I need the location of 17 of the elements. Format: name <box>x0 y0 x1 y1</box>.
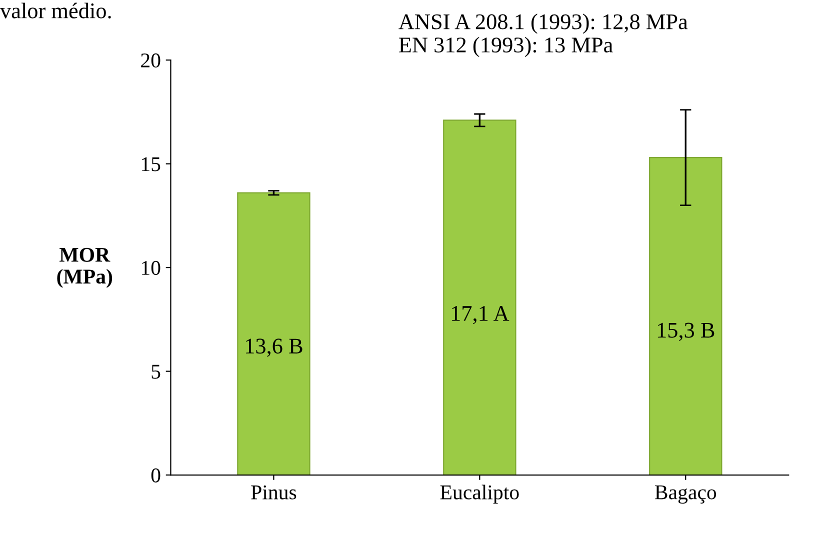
text: valor médio. <box>0 2 111 18</box>
bar <box>237 192 310 476</box>
bar <box>649 157 722 476</box>
y-tick-label: 15 <box>142 157 160 172</box>
data-label: 15,3 B <box>658 322 714 341</box>
y-tick-label: 20 <box>141 53 160 68</box>
x-tick-label: Eucalipto <box>440 484 519 504</box>
data-label: 17,1 A <box>452 306 510 324</box>
text: ANSI A 208.1 (1993): 12,8 MPa EN 312 (1993): 13 MPa <box>398 14 688 58</box>
x-tick-label: Pinus <box>251 485 296 500</box>
data-label: 13,6 B <box>246 338 302 357</box>
y-tick-label: 10 <box>142 260 160 275</box>
y-tick-label: 5 <box>152 364 160 379</box>
y-axis-title: MOR (MPa) <box>57 248 112 288</box>
bar <box>443 120 516 476</box>
x-tick-label: Bagaço <box>654 485 716 504</box>
y-tick-label: 0 <box>151 468 160 482</box>
